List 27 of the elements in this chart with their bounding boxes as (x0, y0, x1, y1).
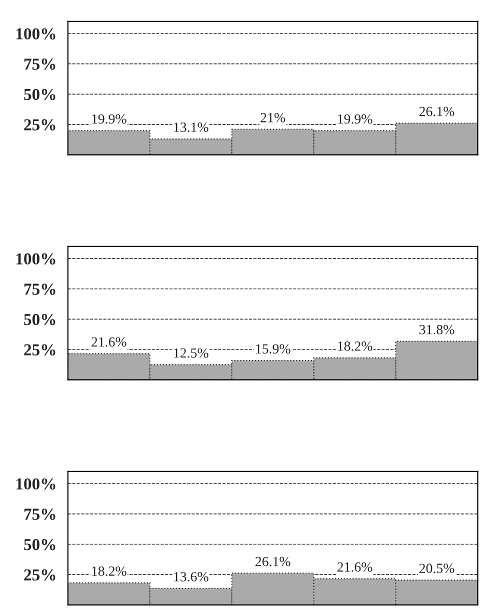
y-tick-label: 50% (24, 88, 56, 100)
y-tick-label: 50% (24, 538, 56, 550)
y-tick-label: 50% (24, 314, 56, 326)
y-tick-label: 100% (16, 253, 56, 265)
y-tick-label: 75% (24, 508, 56, 520)
y-tick-label: 25% (24, 119, 56, 130)
data-label: 26.1% (255, 556, 290, 566)
y-tick-label: 75% (24, 58, 56, 70)
data-label: 21.6% (92, 337, 126, 347)
data-label: 18.2% (338, 341, 372, 351)
data-label: 31.8% (419, 324, 454, 334)
y-tick-label: 75% (24, 284, 56, 295)
y-tick-label: 100% (16, 478, 56, 490)
y-tick-label: 100% (16, 28, 56, 40)
data-label: 13.6% (174, 572, 208, 582)
data-label: 20.5% (419, 564, 454, 574)
data-label: 18.2% (92, 566, 126, 576)
y-tick-label: 25% (24, 344, 56, 356)
data-label: 21% (260, 112, 286, 122)
data-label: 26.1% (419, 106, 454, 116)
data-label: 15.9% (256, 344, 290, 354)
data-label: 19.9% (92, 114, 126, 124)
data-label: 13.1% (174, 122, 208, 132)
y-tick-label: 25% (24, 569, 56, 581)
data-label: 21.6% (337, 562, 372, 572)
data-label: 12.5% (174, 348, 208, 358)
data-label: 19.9% (338, 114, 372, 124)
